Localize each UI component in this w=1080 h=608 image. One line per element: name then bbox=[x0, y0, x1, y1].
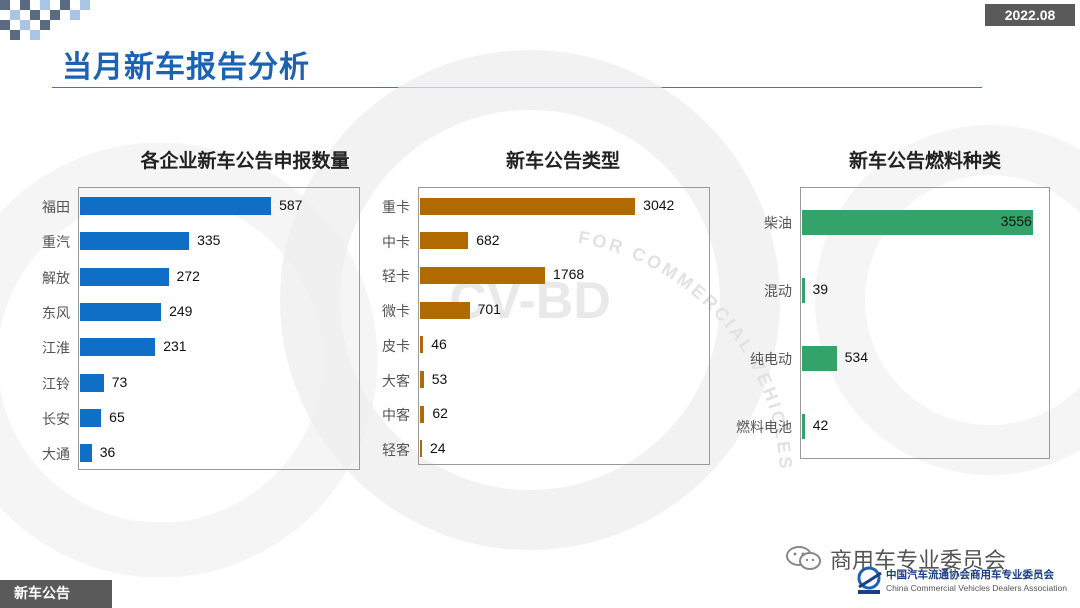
title-divider bbox=[52, 87, 982, 88]
category-label-fuel: 燃料电池 bbox=[736, 420, 792, 436]
bar-enterprise bbox=[80, 302, 162, 321]
value-label-type: 1768 bbox=[553, 266, 585, 283]
bar-enterprise bbox=[80, 232, 190, 251]
bar-fuel bbox=[802, 277, 805, 303]
value-label-enterprise: 65 bbox=[109, 408, 125, 425]
category-label-fuel: 混动 bbox=[764, 284, 792, 300]
date-badge: 2022.08 bbox=[985, 4, 1075, 26]
value-label-type: 682 bbox=[476, 231, 500, 248]
bar-type bbox=[420, 371, 424, 388]
category-label-enterprise: 江淮 bbox=[42, 341, 70, 358]
value-label-type: 53 bbox=[431, 370, 448, 387]
value-label-type: 46 bbox=[431, 335, 447, 352]
category-label-fuel: 柴油 bbox=[764, 216, 792, 232]
value-label-enterprise: 335 bbox=[197, 232, 221, 249]
value-label-enterprise: 73 bbox=[111, 373, 128, 390]
category-label-type: 大客 bbox=[382, 373, 410, 390]
value-label-type: 701 bbox=[477, 301, 501, 318]
value-label-type: 24 bbox=[430, 439, 446, 456]
chart-title-fuel: 新车公告燃料种类 bbox=[848, 150, 1001, 172]
category-label-type: 中卡 bbox=[382, 234, 410, 251]
value-label-enterprise: 272 bbox=[176, 267, 200, 284]
value-label-fuel: 39 bbox=[812, 281, 829, 297]
association-logo-icon bbox=[857, 566, 882, 594]
category-label-type: 轻客 bbox=[382, 442, 410, 459]
bar-type bbox=[420, 336, 424, 354]
chart-title-type: 新车公告类型 bbox=[505, 150, 620, 172]
category-label-enterprise: 解放 bbox=[42, 270, 70, 287]
bar-type bbox=[420, 197, 636, 215]
value-label-fuel: 3556 bbox=[1000, 213, 1032, 229]
value-label-fuel: 534 bbox=[844, 349, 868, 365]
chart-frame-type bbox=[418, 187, 710, 465]
value-label-fuel: 42 bbox=[812, 417, 829, 433]
category-label-enterprise: 东风 bbox=[42, 305, 70, 322]
category-label-fuel: 纯电动 bbox=[750, 352, 792, 368]
bar-enterprise bbox=[80, 408, 102, 427]
bar-type bbox=[420, 232, 469, 250]
category-label-type: 重卡 bbox=[382, 200, 410, 216]
value-label-enterprise: 587 bbox=[279, 197, 303, 213]
value-label-enterprise: 36 bbox=[99, 444, 116, 461]
bar-type bbox=[420, 301, 470, 319]
bar-enterprise bbox=[80, 444, 92, 463]
section-tag: 新车公告 bbox=[0, 580, 112, 608]
association-name-cn: 中国汽车流通协会商用车专业委员会 bbox=[886, 569, 1054, 581]
category-label-enterprise: 重汽 bbox=[42, 235, 70, 252]
category-label-type: 轻卡 bbox=[382, 269, 410, 286]
category-label-enterprise: 长安 bbox=[42, 411, 70, 428]
wechat-account-name: 商用车专业委员会 bbox=[830, 549, 1007, 574]
bar-type bbox=[420, 266, 546, 284]
chart-frame-enterprise bbox=[78, 187, 360, 470]
value-label-enterprise: 231 bbox=[163, 338, 187, 355]
chart-frame-fuel bbox=[800, 187, 1050, 459]
bar-type bbox=[420, 405, 425, 423]
value-label-type: 62 bbox=[432, 405, 448, 422]
category-label-type: 中客 bbox=[382, 408, 410, 425]
bar-enterprise bbox=[80, 373, 104, 392]
category-label-enterprise: 福田 bbox=[42, 200, 70, 216]
page-title: 当月新车报告分析 bbox=[62, 50, 310, 85]
bar-fuel bbox=[802, 413, 805, 439]
category-label-type: 微卡 bbox=[382, 304, 410, 321]
value-label-enterprise: 249 bbox=[169, 302, 193, 319]
bar-type bbox=[420, 440, 422, 458]
category-label-type: 皮卡 bbox=[382, 338, 410, 355]
wechat-icon bbox=[786, 546, 821, 570]
value-label-type: 3042 bbox=[643, 197, 675, 213]
association-name-en: China Commercial Vehicles Dealers Associ… bbox=[886, 583, 1067, 593]
bar-enterprise bbox=[80, 267, 169, 286]
category-label-enterprise: 江铃 bbox=[42, 376, 70, 393]
bar-enterprise bbox=[80, 338, 156, 357]
bar-fuel bbox=[802, 209, 1033, 235]
bar-enterprise bbox=[80, 197, 272, 215]
chart-title-enterprise: 各企业新车公告申报数量 bbox=[140, 150, 350, 172]
category-label-enterprise: 大通 bbox=[42, 447, 70, 464]
bar-fuel bbox=[802, 345, 837, 371]
corner-decoration bbox=[0, 0, 90, 40]
